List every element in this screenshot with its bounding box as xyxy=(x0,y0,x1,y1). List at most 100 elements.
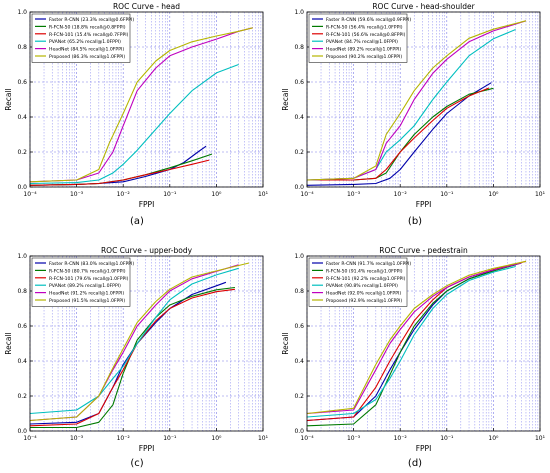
x-tick-label: 10⁻² xyxy=(394,191,408,198)
series-lines xyxy=(29,27,253,186)
x-axis-label: FPPI xyxy=(416,200,432,209)
series-line-4 xyxy=(29,63,239,185)
series-line-6 xyxy=(306,260,527,415)
y-axis-label: Recall xyxy=(281,332,290,354)
axes-frame xyxy=(29,255,264,432)
y-tick-label: 0.2 xyxy=(294,393,304,400)
y-tick-label: 0.6 xyxy=(17,323,27,330)
y-axis-label: Recall xyxy=(4,88,13,110)
legend-box xyxy=(31,257,131,307)
y-tick-label: 0.6 xyxy=(17,79,27,86)
x-tick-label: 10¹ xyxy=(258,435,269,442)
x-tick-label: 10¹ xyxy=(535,191,546,198)
axes-frame xyxy=(29,11,264,188)
y-tick-label: 0.4 xyxy=(294,358,304,365)
x-tick-label: 10⁻² xyxy=(117,191,131,198)
x-axis-label: FPPI xyxy=(139,444,155,453)
legend-entry: R-FCN-50 (18.8% recall@0.8FPPI) xyxy=(49,24,126,30)
y-tick-label: 0.6 xyxy=(294,79,304,86)
legend-entry: R-FCN-50 (56.4% recall@1.0FPPI) xyxy=(326,24,403,30)
series-lines xyxy=(306,20,527,186)
x-tick-label: 10⁻⁴ xyxy=(300,435,314,442)
panel-caption: (c) xyxy=(130,458,143,469)
chart-title: ROC Curve - head xyxy=(113,2,180,11)
series-line-5 xyxy=(306,262,522,415)
y-tick-label: 1.0 xyxy=(294,253,304,260)
axes-frame xyxy=(306,11,541,188)
panel-caption: (d) xyxy=(408,458,422,469)
x-axis-label: FPPI xyxy=(139,200,155,209)
y-tick-label: 0.8 xyxy=(17,44,27,51)
y-tick-label: 0.8 xyxy=(17,288,27,295)
y-tick-label: 0.2 xyxy=(17,393,27,400)
y-tick-label: 0.0 xyxy=(17,184,27,191)
x-tick-label: 10⁻¹ xyxy=(163,191,177,198)
legend-entry: R-FCN-101 (79.6% recall@1.0FPPI) xyxy=(49,276,129,282)
legend-entry: Faster R-CNN (59.6% recall@0.9FPPI) xyxy=(326,17,411,23)
legend-box xyxy=(308,13,408,63)
x-tick-label: 10⁻³ xyxy=(347,191,361,198)
series-lines xyxy=(306,260,527,427)
series-line-5 xyxy=(306,20,527,181)
series-line-1 xyxy=(306,82,492,186)
legend-entry: R-FCN-101 (56.6% recall@0.8FPPI) xyxy=(326,32,406,38)
y-axis-label: Recall xyxy=(281,88,290,110)
legend-entry: R-FCN-50 (80.7% recall@1.0FPPI) xyxy=(49,268,126,274)
legend-entry: PVANet (89.2% recall@1.0FPPI) xyxy=(49,283,121,289)
series-line-6 xyxy=(29,27,253,183)
x-tick-label: 10⁻² xyxy=(394,435,408,442)
legend-entry: Faster R-CNN (91.7% recall@1.0FPPI) xyxy=(326,261,411,267)
x-tick-label: 10⁻¹ xyxy=(440,191,454,198)
legend-entry: HeadNet (92.0% recall@1.0FPPI) xyxy=(326,291,401,297)
y-tick-label: 0.4 xyxy=(294,114,304,121)
panel-caption: (a) xyxy=(130,216,144,227)
series-line-2 xyxy=(30,286,235,429)
x-tick-label: 10⁰ xyxy=(211,435,222,442)
series-line-2 xyxy=(306,262,522,427)
y-tick-label: 0.0 xyxy=(17,428,27,435)
legend-entry: PVANet (65.2% recall@1.0FPPI) xyxy=(49,39,121,45)
legend: Faster R-CNN (23.3% recall@0.6FPPI)R-FCN… xyxy=(31,13,134,63)
series-line-4 xyxy=(29,267,239,415)
grid xyxy=(29,255,264,432)
legend: Faster R-CNN (59.6% recall@0.9FPPI)R-FCN… xyxy=(308,13,411,63)
x-tick-label: 10⁻³ xyxy=(70,435,84,442)
roc-panel-1: 10⁻⁴ 10⁻³ 10⁻² 10⁻¹ 10⁰ 10¹ 0.0 0.2 0.4 0.6 0.8 1.0… xyxy=(4,2,269,227)
legend-entry: Faster R-CNN (83.0% recall@1.0FPPI) xyxy=(49,261,134,267)
y-tick-label: 0.0 xyxy=(294,184,304,191)
series-line-4 xyxy=(306,265,516,418)
x-tick-label: 10⁻³ xyxy=(70,191,84,198)
y-axis-label: Recall xyxy=(4,332,13,354)
x-tick-label: 10⁻³ xyxy=(347,435,361,442)
y-tick-label: 0.0 xyxy=(294,428,304,435)
x-tick-label: 10⁰ xyxy=(488,191,499,198)
legend-entry: Proposed (86.3% recall@1.0FPPI) xyxy=(49,54,125,60)
x-tick-label: 10⁻⁴ xyxy=(300,191,314,198)
legend-entry: Proposed (92.9% recall@1.0FPPI) xyxy=(326,298,402,304)
y-tick-label: 0.8 xyxy=(294,288,304,295)
legend: Faster R-CNN (83.0% recall@1.0FPPI)R-FCN… xyxy=(31,257,134,307)
x-tick-label: 10⁰ xyxy=(488,435,499,442)
legend: Faster R-CNN (91.7% recall@1.0FPPI)R-FCN… xyxy=(308,257,411,307)
series-line-3 xyxy=(307,87,490,181)
chart-title: ROC Curve - upper-body xyxy=(101,246,193,255)
legend-entry: R-FCN-50 (91.4% recall@1.0FPPI) xyxy=(326,268,403,274)
series-lines xyxy=(29,262,250,429)
y-tick-label: 1.0 xyxy=(17,9,27,16)
legend-entry: PVANet (84.7% recall@1.0FPPI) xyxy=(326,39,398,45)
axes-frame xyxy=(306,255,541,432)
y-tick-label: 0.4 xyxy=(17,358,27,365)
chart-title: ROC Curve - pedestrain xyxy=(379,246,468,255)
series-line-6 xyxy=(29,262,250,422)
x-tick-label: 10¹ xyxy=(535,435,546,442)
x-tick-label: 10⁻² xyxy=(117,435,131,442)
x-tick-label: 10⁻¹ xyxy=(163,435,177,442)
y-tick-label: 0.8 xyxy=(294,44,304,51)
legend-entry: R-FCN-101 (92.2% recall@1.0FPPI) xyxy=(326,276,406,282)
y-tick-label: 1.0 xyxy=(294,9,304,16)
series-line-5 xyxy=(29,27,253,183)
roc-panel-3: 10⁻⁴ 10⁻³ 10⁻² 10⁻¹ 10⁰ 10¹ 0.0 0.2 0.4 0.6 0.8 1.0… xyxy=(4,246,269,469)
y-tick-label: 1.0 xyxy=(17,253,27,260)
x-tick-label: 10⁻⁴ xyxy=(23,435,37,442)
